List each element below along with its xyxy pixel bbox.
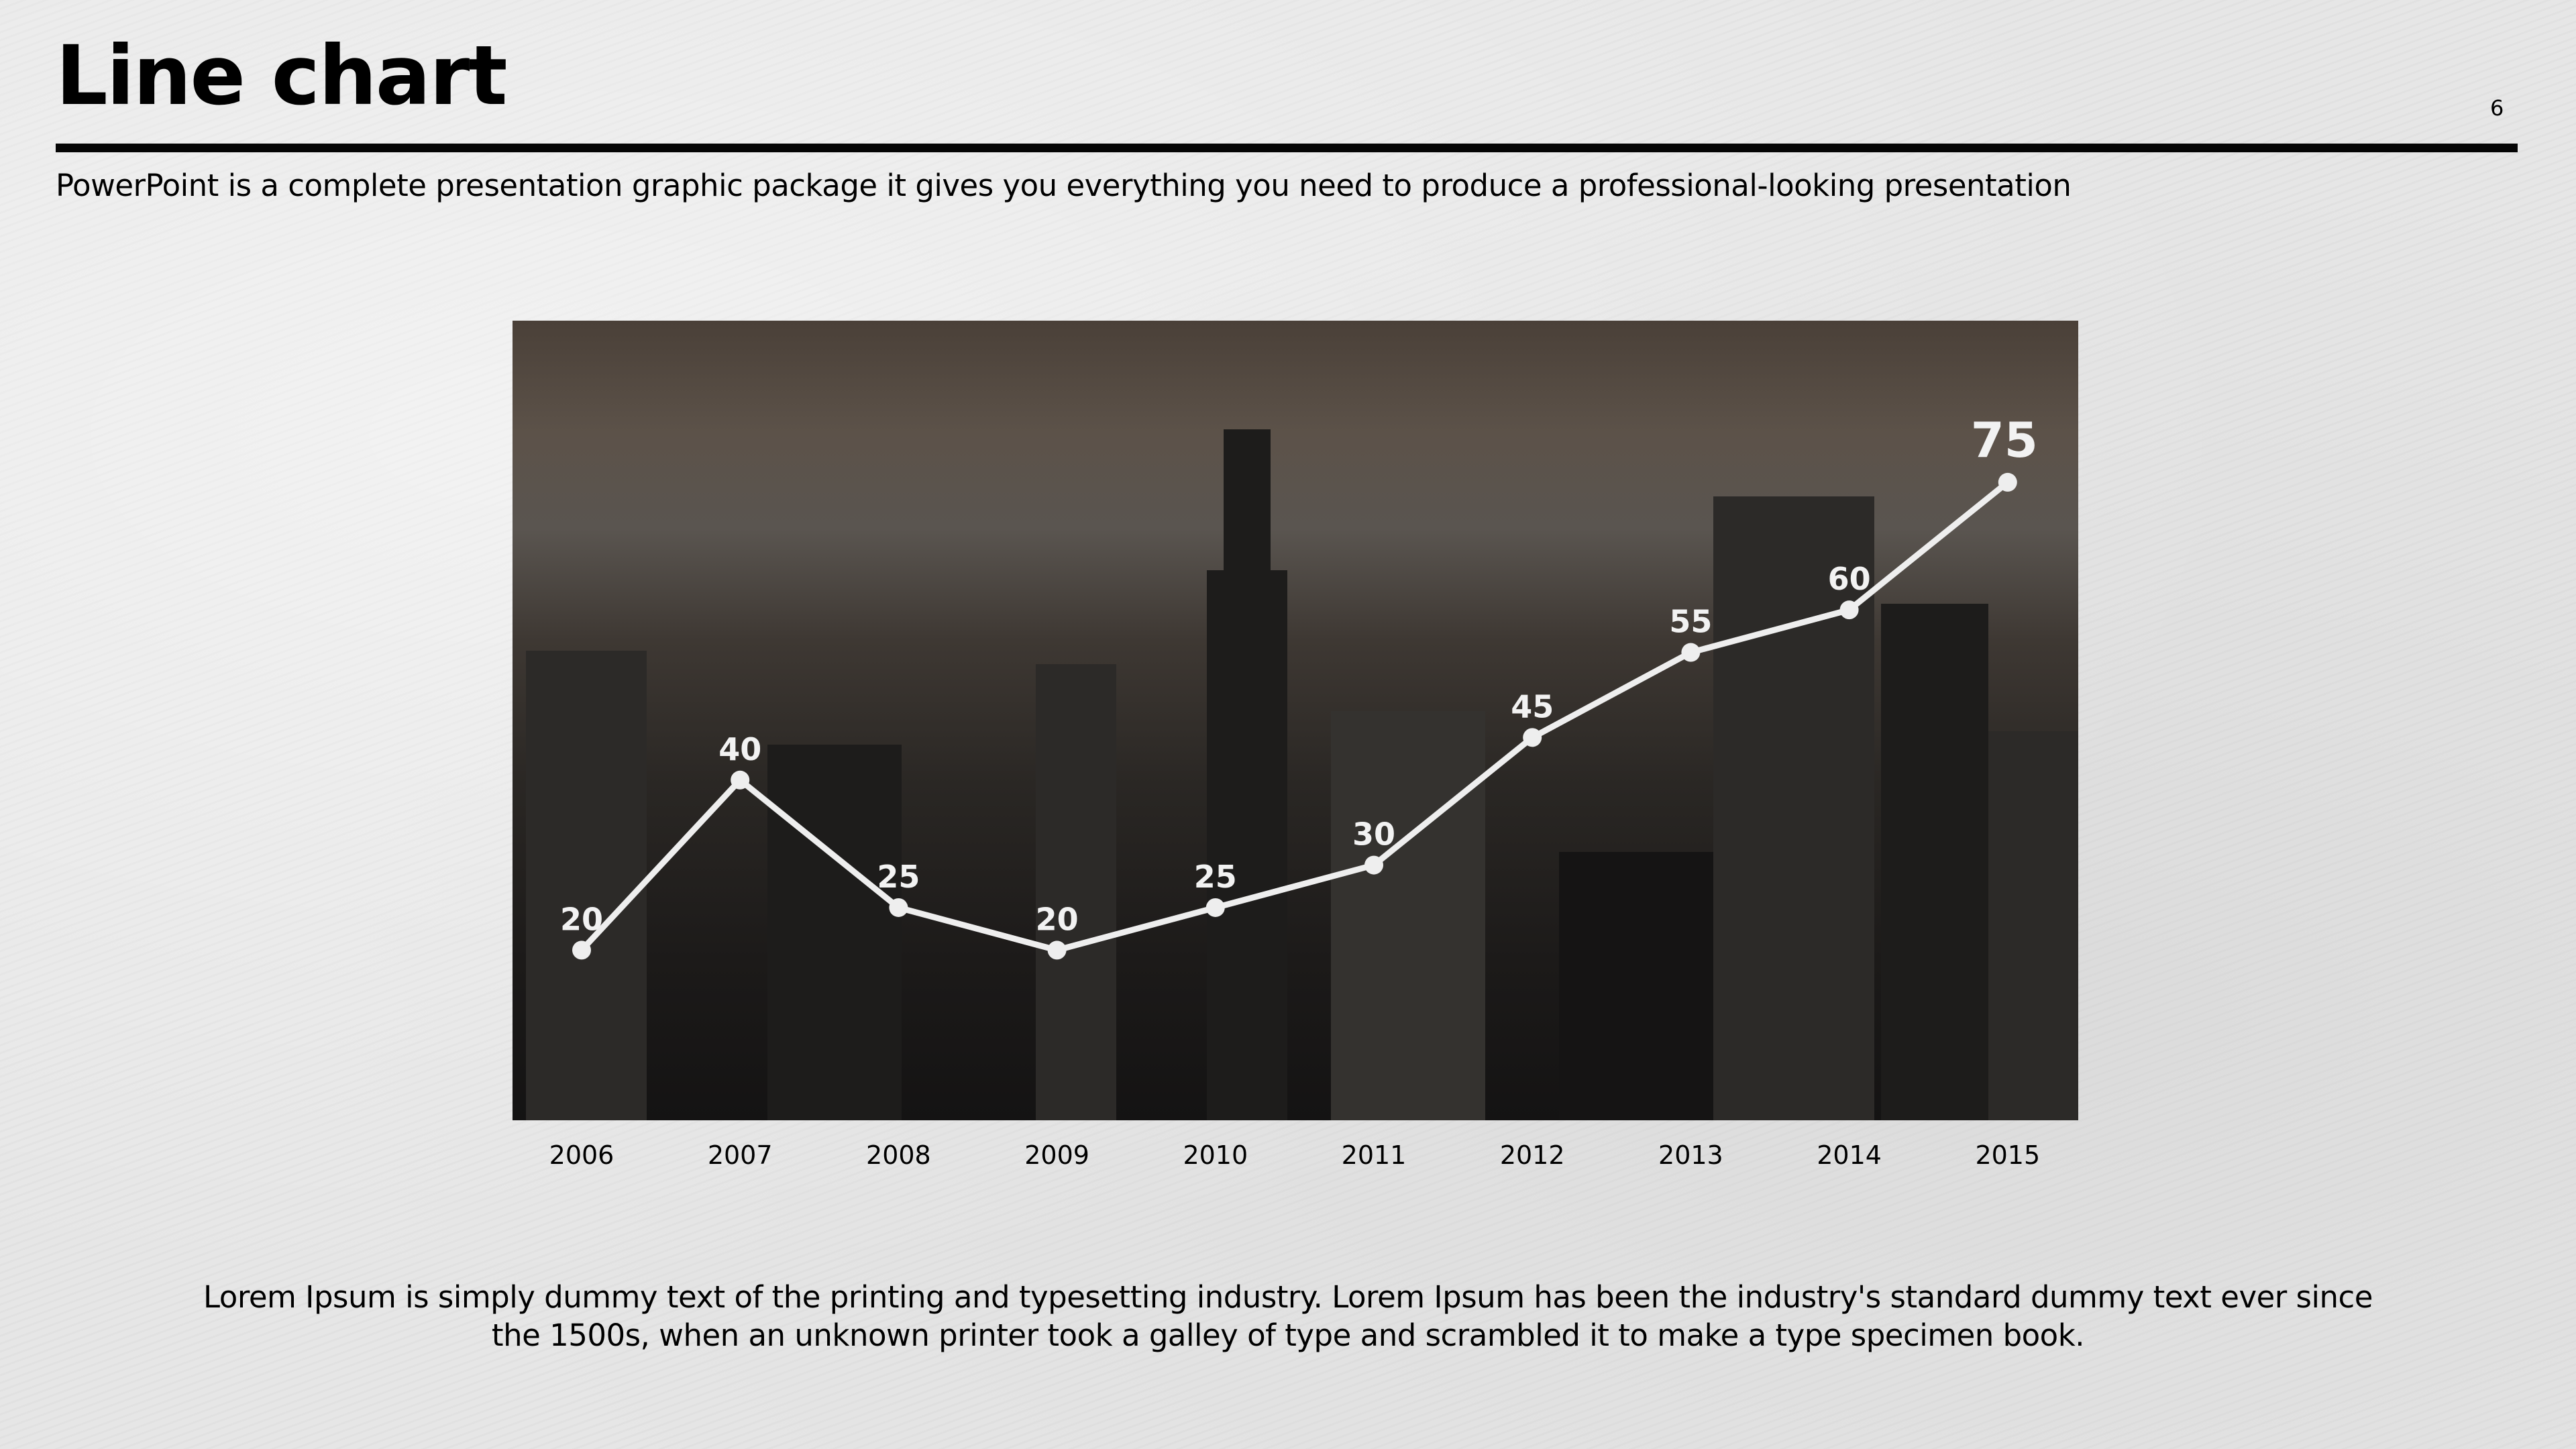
data-point [1681,643,1701,662]
x-tick-label: 2007 [708,1140,773,1170]
x-tick-label: 2010 [1183,1140,1248,1170]
series-line [579,480,2010,953]
data-point [572,941,591,960]
footer-text: Lorem Ipsum is simply dummy text of the … [203,1279,2373,1353]
x-tick-label: 2013 [1658,1140,1723,1170]
data-label: 75 [1971,412,2038,468]
data-point [889,898,908,917]
data-label: 25 [1194,859,1237,895]
data-label: 25 [877,859,920,895]
title-divider [56,144,2518,152]
data-label: 20 [560,901,603,937]
data-point [1523,728,1542,747]
page-number: 6 [2490,95,2504,121]
x-tick-label: 2015 [1975,1140,2040,1170]
subtitle: PowerPoint is a complete presentation gr… [56,168,2072,203]
x-tick-label: 2014 [1817,1140,1882,1170]
skyline-background-image [513,321,2078,1120]
data-label: 30 [1352,816,1395,853]
data-point [1364,855,1383,875]
x-tick-label: 2011 [1342,1140,1407,1170]
x-tick-label: 2006 [549,1140,614,1170]
data-point [1839,600,1859,620]
data-label: 45 [1511,688,1554,724]
data-label: 60 [1828,561,1871,597]
data-label: 40 [718,731,761,767]
x-tick-label: 2008 [866,1140,931,1170]
x-tick-label: 2009 [1024,1140,1089,1170]
page-title: Line chart [56,28,508,123]
data-point [1047,941,1067,960]
x-tick-label: 2012 [1500,1140,1565,1170]
data-point [1205,898,1225,917]
data-label: 20 [1036,901,1079,937]
data-point [731,770,750,790]
data-point [1998,472,2017,492]
data-label: 55 [1669,604,1712,640]
